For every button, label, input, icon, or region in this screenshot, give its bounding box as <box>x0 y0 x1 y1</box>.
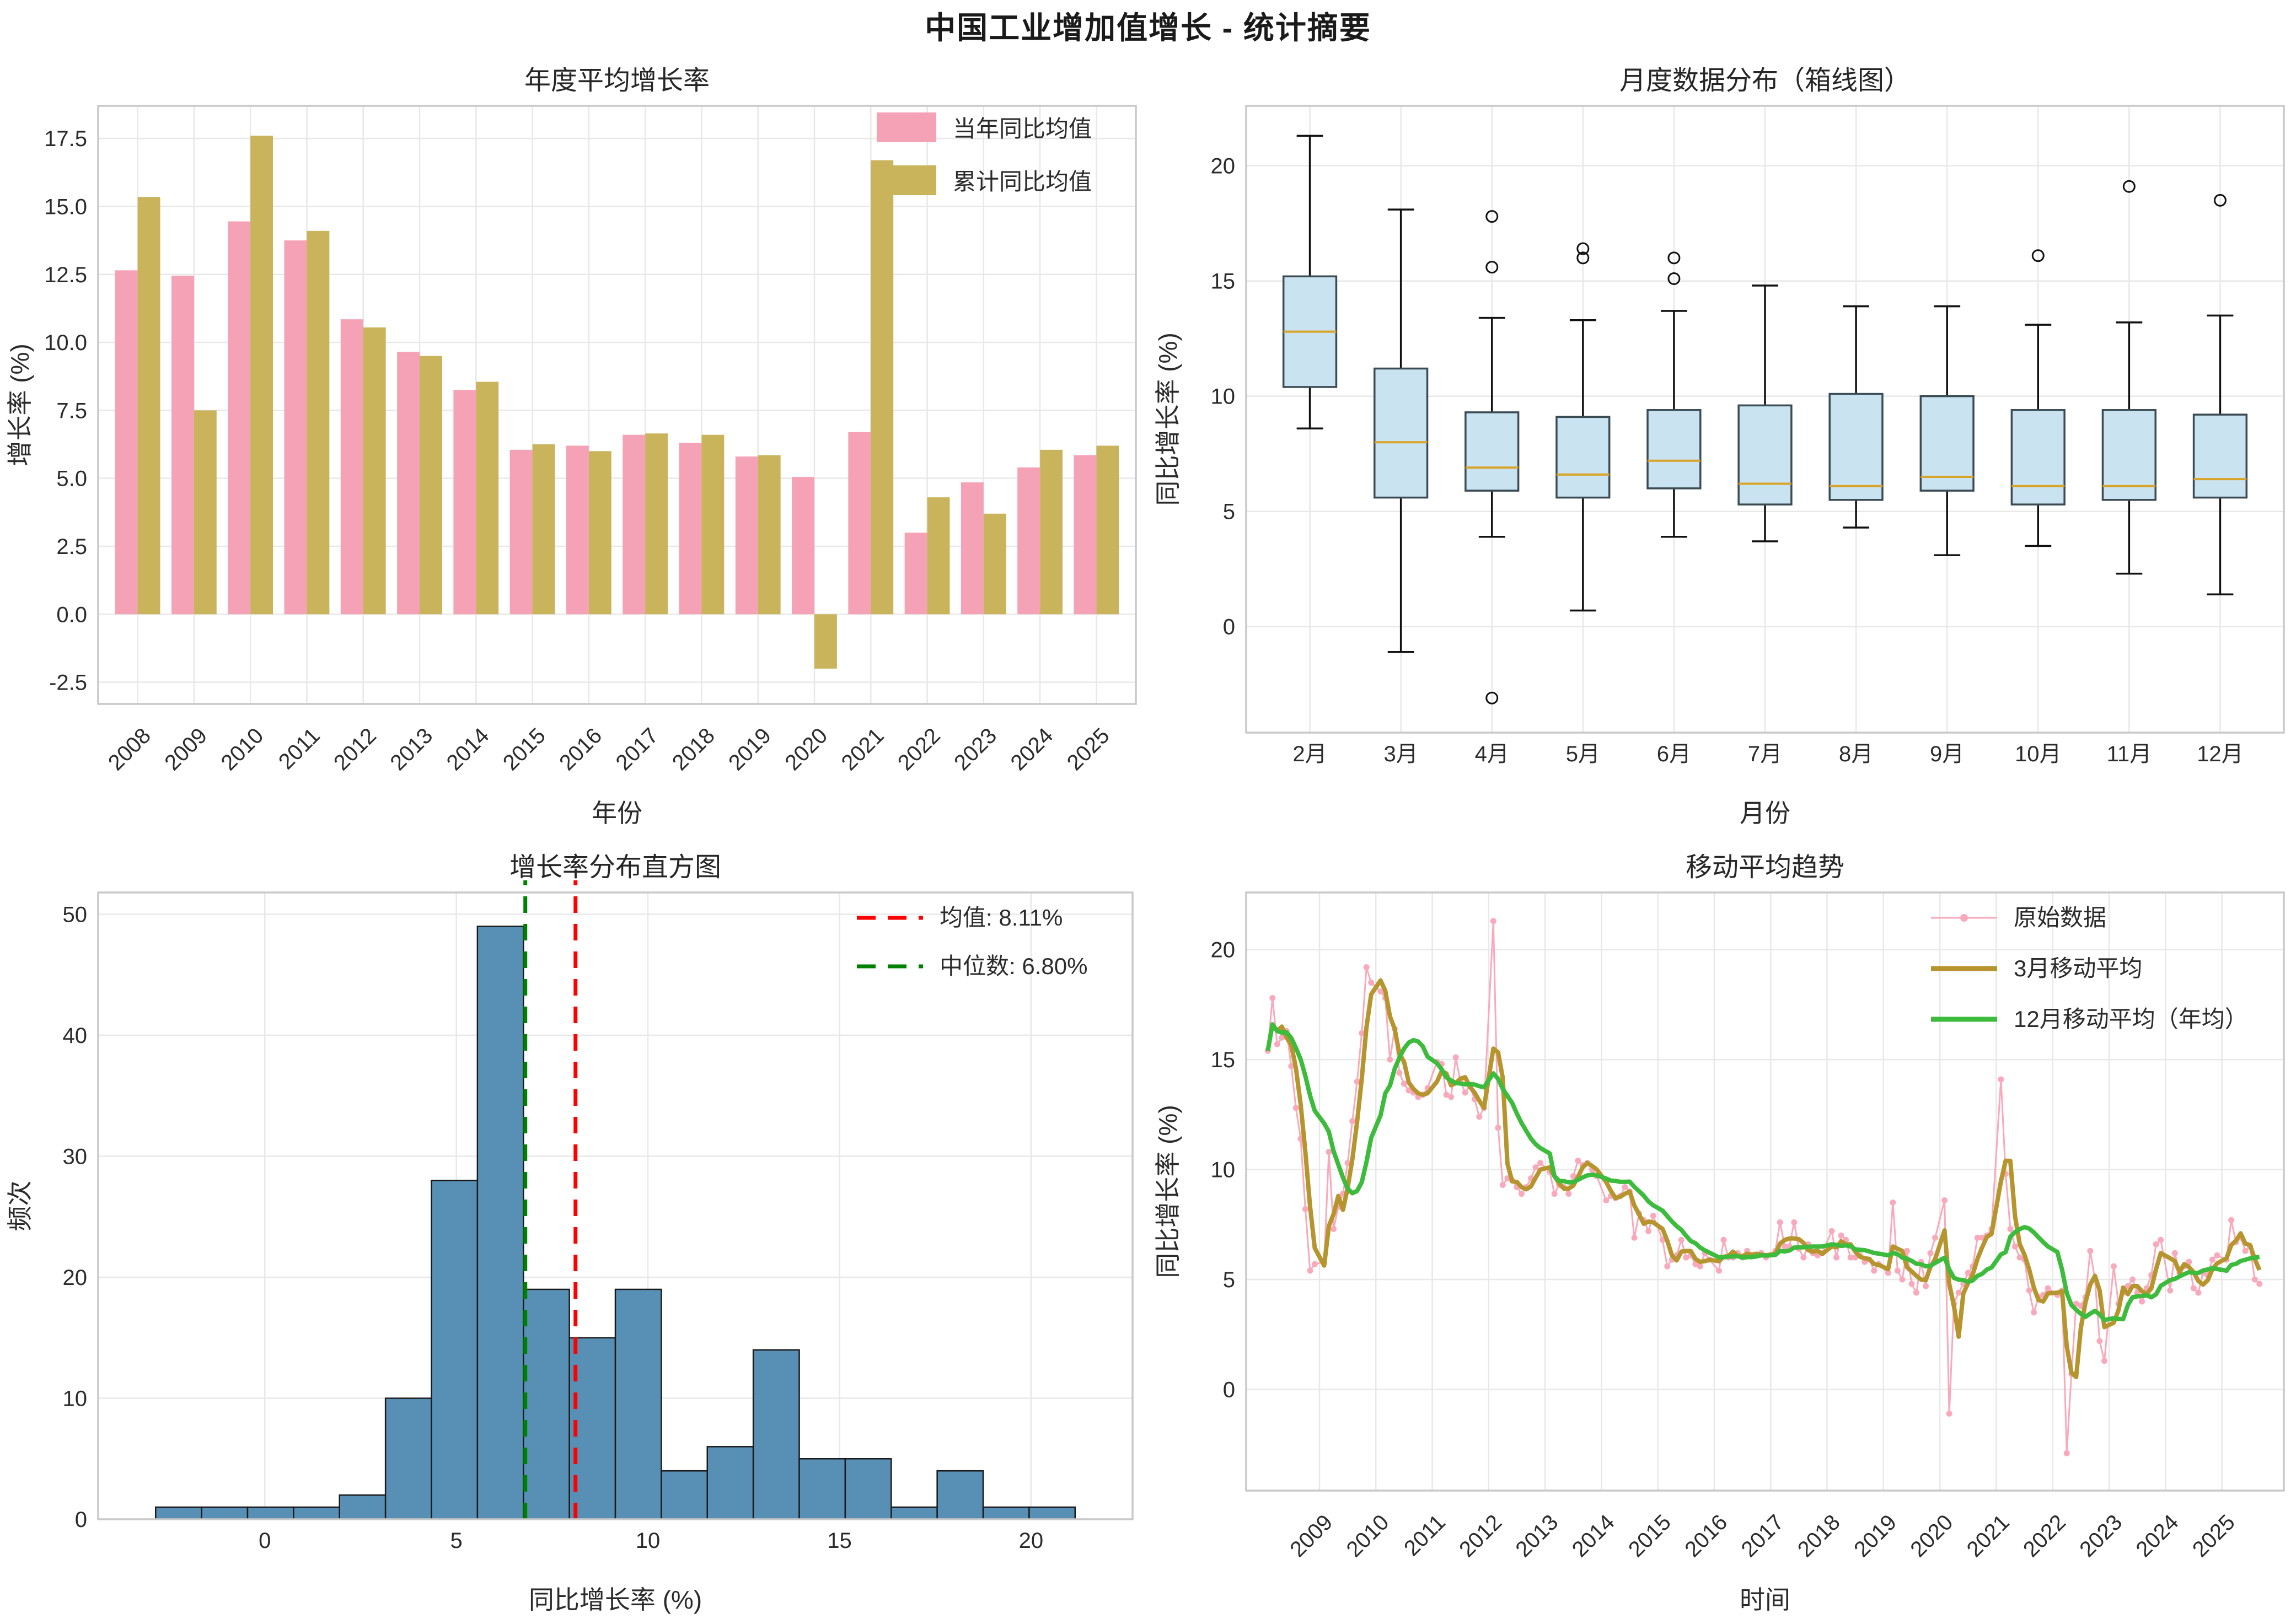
svg-text:年份: 年份 <box>592 799 642 827</box>
chart-moving-average-trend: 0 5 10 15 20 2009 2010 2011 2012 2013 2014 2015 2016… <box>1148 837 2296 1624</box>
svg-text:5: 5 <box>1223 500 1235 524</box>
svg-text:3月移动平均: 3月移动平均 <box>2014 955 2142 981</box>
svg-text:10月: 10月 <box>2015 742 2062 766</box>
svg-text:20: 20 <box>1019 1529 1044 1553</box>
svg-text:-2.5: -2.5 <box>49 671 87 695</box>
svg-text:12月: 12月 <box>2197 742 2244 766</box>
svg-text:月度数据分布（箱线图）: 月度数据分布（箱线图） <box>1619 66 1911 95</box>
svg-text:当年同比均值: 当年同比均值 <box>953 116 1092 142</box>
svg-text:3月: 3月 <box>1384 742 1418 766</box>
svg-text:原始数据: 原始数据 <box>2014 905 2106 931</box>
svg-text:0: 0 <box>1223 1378 1235 1402</box>
svg-text:月份: 月份 <box>1740 799 1790 827</box>
svg-text:4月: 4月 <box>1475 742 1509 766</box>
svg-text:6月: 6月 <box>1657 742 1691 766</box>
svg-text:频次: 频次 <box>6 1181 34 1232</box>
chart-monthly-distribution-boxplot: 0 5 10 15 20 2月 3月 4月 5月 6月 7月 8月 9月 10月 11月 12月 月度数据分布（… <box>1148 51 2296 837</box>
monthly-boxplot-svg: 0 5 10 15 20 2月 3月 4月 5月 6月 7月 8月 9月 10月 11月 12月 月度数据分布（… <box>1148 51 2296 837</box>
svg-text:5: 5 <box>1223 1268 1235 1292</box>
svg-text:50: 50 <box>63 903 88 927</box>
svg-text:累计同比均值: 累计同比均值 <box>953 169 1092 195</box>
svg-text:2.5: 2.5 <box>56 535 87 559</box>
page-title: 中国工业增加值增长 - 统计摘要 <box>925 10 1371 45</box>
svg-text:10: 10 <box>1211 1158 1236 1182</box>
svg-text:15: 15 <box>827 1529 852 1553</box>
svg-text:10: 10 <box>63 1387 88 1411</box>
chart-growth-rate-histogram: 0 10 20 30 40 50 0 5 10 15 20 增长率分布直方图 同比增长率 (%) 频次 均值… <box>0 837 1148 1624</box>
svg-text:9月: 9月 <box>1930 742 1964 766</box>
svg-text:2月: 2月 <box>1292 742 1327 766</box>
svg-text:15.0: 15.0 <box>44 195 87 219</box>
svg-text:7月: 7月 <box>1748 742 1782 766</box>
svg-text:5: 5 <box>450 1529 463 1553</box>
svg-text:移动平均趋势: 移动平均趋势 <box>1686 853 1844 882</box>
svg-text:20: 20 <box>1211 154 1236 179</box>
svg-text:12月移动平均（年均）: 12月移动平均（年均） <box>2014 1006 2248 1032</box>
svg-text:20: 20 <box>1211 938 1236 962</box>
svg-text:0: 0 <box>1223 615 1235 639</box>
svg-text:5.0: 5.0 <box>56 467 87 491</box>
svg-text:均值: 8.11%: 均值: 8.11% <box>940 905 1063 931</box>
svg-text:30: 30 <box>63 1145 88 1169</box>
svg-text:12.5: 12.5 <box>44 263 87 287</box>
svg-text:8月: 8月 <box>1839 742 1873 766</box>
chart-grid: -2.5 0.0 2.5 5.0 7.5 10.0 12.5 15.0 17.5 2008 2009… <box>0 51 2296 1624</box>
svg-text:同比增长率 (%): 同比增长率 (%) <box>1154 332 1182 506</box>
svg-text:0: 0 <box>75 1508 87 1532</box>
svg-text:同比增长率 (%): 同比增长率 (%) <box>529 1585 702 1614</box>
svg-text:40: 40 <box>63 1024 88 1048</box>
svg-text:15: 15 <box>1211 1048 1236 1072</box>
svg-text:时间: 时间 <box>1740 1585 1790 1614</box>
svg-text:0.0: 0.0 <box>56 603 87 627</box>
svg-text:0: 0 <box>259 1529 271 1553</box>
svg-text:10.0: 10.0 <box>44 331 87 355</box>
svg-text:年度平均增长率: 年度平均增长率 <box>524 66 710 95</box>
svg-text:5月: 5月 <box>1566 742 1600 766</box>
svg-text:10: 10 <box>636 1529 661 1553</box>
svg-text:15: 15 <box>1211 270 1236 294</box>
svg-text:10: 10 <box>1211 385 1236 409</box>
svg-text:11月: 11月 <box>2107 742 2152 766</box>
svg-text:增长率分布直方图: 增长率分布直方图 <box>509 853 721 882</box>
chart-annual-growth-bars: -2.5 0.0 2.5 5.0 7.5 10.0 12.5 15.0 17.5 2008 2009… <box>0 51 1148 837</box>
svg-text:增长率 (%): 增长率 (%) <box>6 343 34 466</box>
svg-text:中位数: 6.80%: 中位数: 6.80% <box>940 953 1087 979</box>
svg-text:17.5: 17.5 <box>44 127 87 151</box>
svg-text:同比增长率 (%): 同比增长率 (%) <box>1154 1105 1182 1278</box>
svg-text:20: 20 <box>63 1266 88 1290</box>
svg-text:7.5: 7.5 <box>56 399 87 423</box>
